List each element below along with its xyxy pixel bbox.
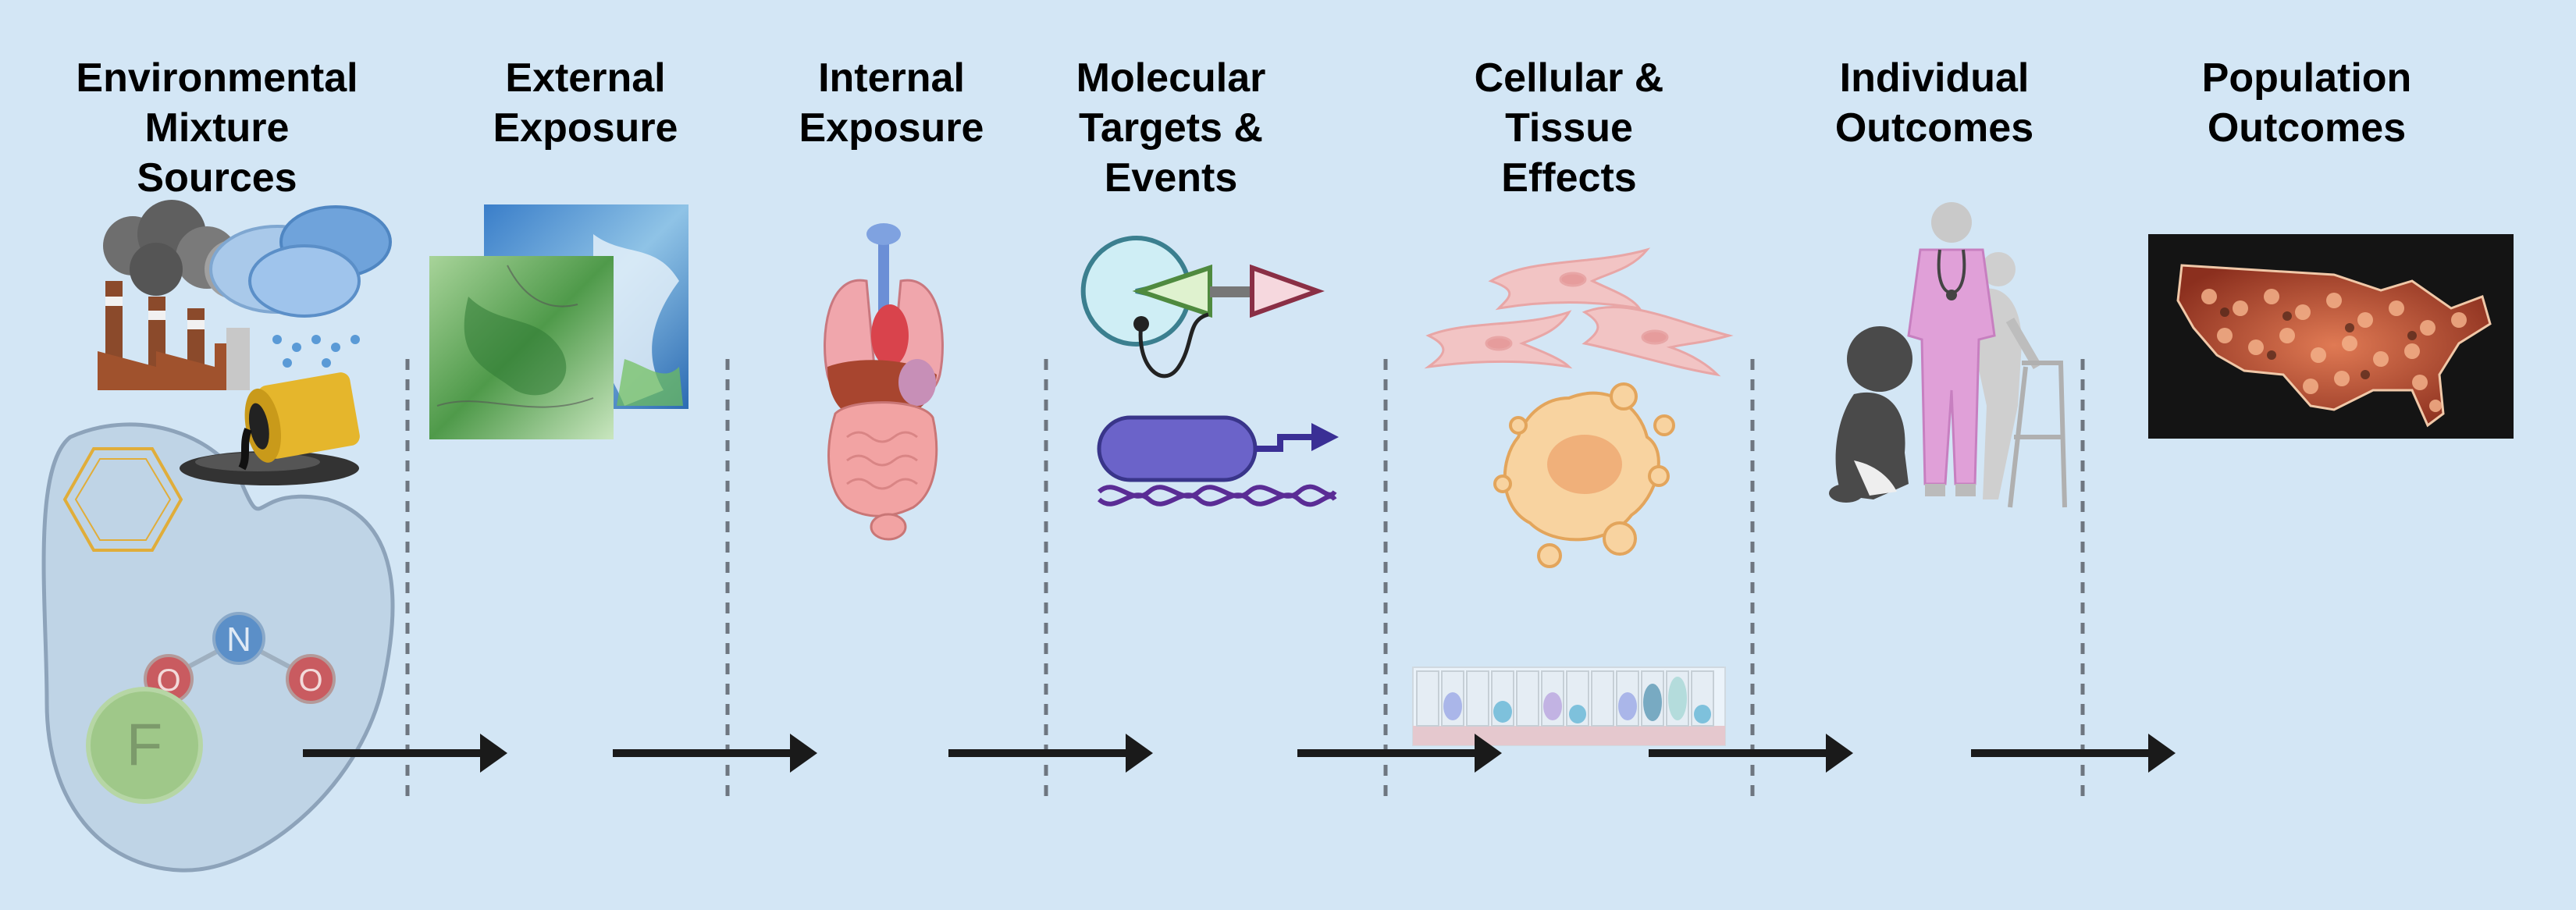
oil-barrel-icon	[180, 372, 360, 485]
cell-blob-icon	[1493, 382, 1675, 568]
stage-title-population-outcomes: Population Outcomes	[2201, 55, 2412, 151]
child-icon	[1829, 326, 1912, 503]
arrow-5	[1649, 734, 1853, 773]
flow-arrows	[303, 734, 2176, 773]
oxygen-left-label: O	[156, 663, 180, 698]
stage-title-environmental-mixture-sources: Environmental Mixture Sources	[76, 55, 358, 201]
fibroblast-icon	[1424, 247, 1734, 377]
oxygen-atom-right-icon	[286, 654, 336, 704]
stage-title-individual-outcomes: Individual Outcomes	[1834, 55, 2034, 151]
factory-smoke-icon	[98, 200, 392, 390]
population-map-icon	[2148, 234, 2514, 439]
receptor-icon	[1080, 236, 1325, 379]
oxygen-right-label: O	[298, 663, 322, 698]
stage-title-cellular-tissue-effects: Cellular & Tissue Effects	[1474, 55, 1664, 201]
nitrogen-atom-icon	[212, 612, 265, 665]
arrow-4	[1297, 734, 1502, 773]
arrow-3	[948, 734, 1153, 773]
nurse-icon	[1907, 202, 1996, 496]
stage-title-molecular-targets-events: Molecular Targets & Events	[1076, 55, 1266, 201]
people-icon	[1829, 202, 2067, 508]
exposure-map-icon	[429, 204, 688, 439]
stage-title-internal-exposure: Internal Exposure	[799, 55, 984, 151]
epithelium-icon	[1412, 667, 1726, 746]
elderly-person-icon	[1975, 252, 2042, 499]
mixture-blob-icon: N O O F	[41, 422, 395, 873]
fluorine-label: F	[126, 712, 162, 778]
arrow-2	[613, 734, 817, 773]
organs-icon	[824, 223, 944, 541]
nitrogen-label: N	[226, 620, 251, 659]
stage-title-external-exposure: External Exposure	[493, 55, 678, 151]
walker-icon	[2008, 361, 2067, 508]
arrow-1	[303, 734, 507, 773]
benzene-ring-icon	[62, 447, 183, 552]
arrow-6	[1971, 734, 2176, 773]
gene-promoter-icon	[1097, 415, 1339, 507]
fluorine-atom-icon	[86, 687, 203, 804]
stage-dividers	[405, 359, 2085, 804]
